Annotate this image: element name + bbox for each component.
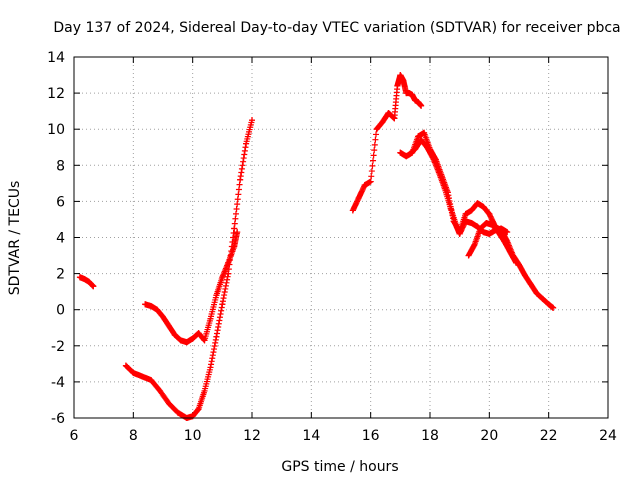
y-tick-label: 4 bbox=[56, 231, 65, 247]
x-tick-label: 6 bbox=[70, 428, 79, 444]
y-tick-label: 6 bbox=[56, 194, 65, 210]
x-axis-label: GPS time / hours bbox=[281, 459, 398, 475]
series-marker-trace bbox=[122, 117, 255, 421]
series-arc-c bbox=[142, 229, 241, 346]
x-tick-label: 16 bbox=[362, 428, 380, 444]
x-tick-label: 20 bbox=[480, 428, 498, 444]
y-tick-label: 2 bbox=[56, 267, 65, 283]
series-marker-trace bbox=[349, 72, 425, 214]
y-axis-label: SDTVAR / TECUs bbox=[7, 181, 23, 296]
grid bbox=[74, 57, 608, 418]
y-tick-label: -6 bbox=[51, 411, 65, 427]
x-tick-label: 14 bbox=[302, 428, 320, 444]
plot-frame bbox=[73, 56, 609, 419]
axis-ticks bbox=[73, 56, 609, 419]
series-arc-b bbox=[122, 117, 255, 421]
x-tick-label: 18 bbox=[421, 428, 439, 444]
x-tick-label: 22 bbox=[540, 428, 558, 444]
series-arc-g bbox=[465, 220, 520, 266]
x-tick-label: 24 bbox=[599, 428, 617, 444]
series-marker-trace bbox=[142, 229, 241, 346]
y-tick-label: 8 bbox=[56, 158, 65, 174]
y-tick-label: 0 bbox=[56, 303, 65, 319]
y-tick-label: 10 bbox=[47, 122, 65, 138]
y-tick-label: -2 bbox=[51, 339, 65, 355]
y-tick-label: 14 bbox=[47, 50, 65, 66]
data-points bbox=[76, 72, 557, 421]
x-tick-label: 8 bbox=[129, 428, 138, 444]
series-arc-d bbox=[349, 72, 425, 214]
series-marker-trace bbox=[76, 274, 97, 290]
y-tick-label: 12 bbox=[47, 86, 65, 102]
x-tick-label: 10 bbox=[184, 428, 202, 444]
series-arc-a bbox=[76, 274, 97, 290]
x-tick-label: 12 bbox=[243, 428, 261, 444]
chart-title: Day 137 of 2024, Sidereal Day-to-day VTE… bbox=[53, 20, 620, 36]
y-tick-label: -4 bbox=[51, 375, 65, 391]
series-marker-trace bbox=[465, 220, 520, 266]
